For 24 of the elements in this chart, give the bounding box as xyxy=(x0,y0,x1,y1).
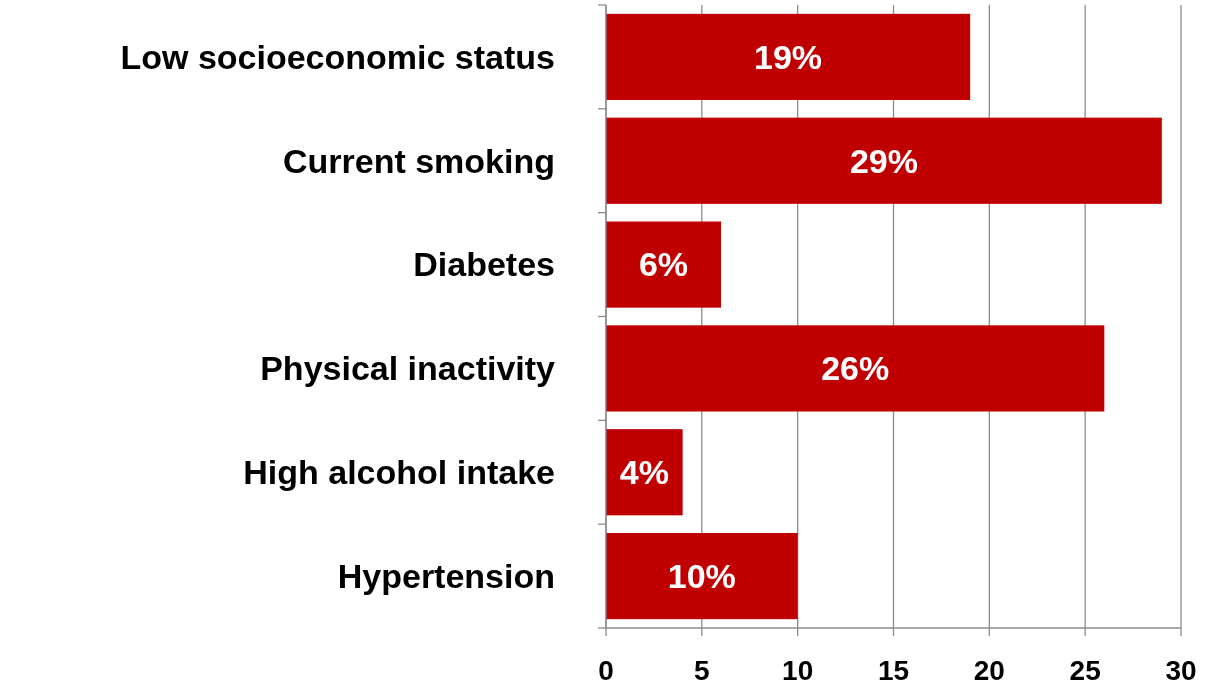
y-tick-label: High alcohol intake xyxy=(243,453,555,492)
y-tick-label: Hypertension xyxy=(337,556,555,595)
bar xyxy=(606,221,721,308)
data-label: 19% xyxy=(754,37,823,76)
bar xyxy=(606,532,798,620)
y-tick-label: Low socioeconomic status xyxy=(120,37,555,76)
x-tick-label: 15 xyxy=(877,655,910,686)
data-label: 10% xyxy=(667,556,736,595)
data-label: 6% xyxy=(638,245,689,284)
x-tick-label: 0 xyxy=(598,655,614,686)
x-tick-label: 10 xyxy=(782,655,814,686)
data-label: 29% xyxy=(849,141,918,180)
data-label: 26% xyxy=(821,349,890,388)
bar xyxy=(606,325,1105,412)
y-tick-label: Physical inactivity xyxy=(260,349,556,388)
data-label: 4% xyxy=(619,453,669,492)
y-tick-label: Diabetes xyxy=(413,245,555,284)
bar xyxy=(606,13,971,101)
y-tick-label: Current smoking xyxy=(282,141,555,180)
x-tick-label: 20 xyxy=(973,655,1005,686)
bar xyxy=(606,117,1162,204)
x-tick-label: 5 xyxy=(694,655,710,686)
x-tick-label: 25 xyxy=(1069,655,1101,686)
x-tick-label: 30 xyxy=(1165,655,1197,686)
